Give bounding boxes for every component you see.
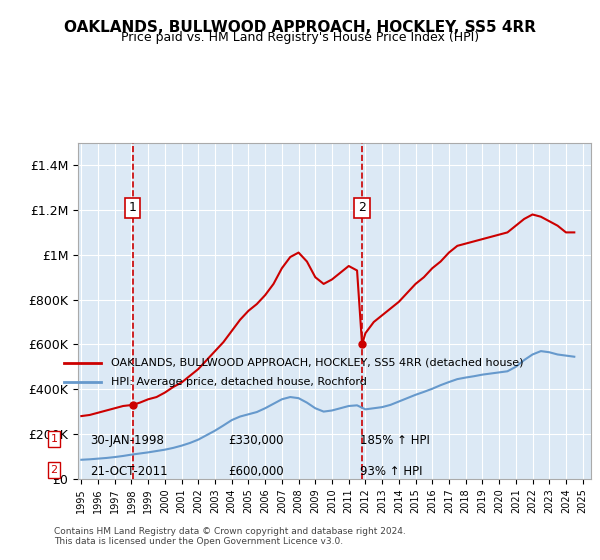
Text: Contains HM Land Registry data © Crown copyright and database right 2024.
This d: Contains HM Land Registry data © Crown c… <box>54 526 406 546</box>
Text: OAKLANDS, BULLWOOD APPROACH, HOCKLEY, SS5 4RR: OAKLANDS, BULLWOOD APPROACH, HOCKLEY, SS… <box>64 20 536 35</box>
Text: Price paid vs. HM Land Registry's House Price Index (HPI): Price paid vs. HM Land Registry's House … <box>121 31 479 44</box>
Text: 93% ↑ HPI: 93% ↑ HPI <box>360 465 422 478</box>
Text: £330,000: £330,000 <box>228 434 284 447</box>
Text: 30-JAN-1998: 30-JAN-1998 <box>90 434 164 447</box>
Text: HPI: Average price, detached house, Rochford: HPI: Average price, detached house, Roch… <box>112 377 367 388</box>
Text: 1: 1 <box>129 201 137 214</box>
Text: 2: 2 <box>358 201 366 214</box>
Text: 21-OCT-2011: 21-OCT-2011 <box>90 465 167 478</box>
Text: 185% ↑ HPI: 185% ↑ HPI <box>360 434 430 447</box>
Text: £600,000: £600,000 <box>228 465 284 478</box>
Text: 2: 2 <box>50 465 58 475</box>
Text: 1: 1 <box>50 434 58 444</box>
Text: OAKLANDS, BULLWOOD APPROACH, HOCKLEY, SS5 4RR (detached house): OAKLANDS, BULLWOOD APPROACH, HOCKLEY, SS… <box>112 357 524 367</box>
